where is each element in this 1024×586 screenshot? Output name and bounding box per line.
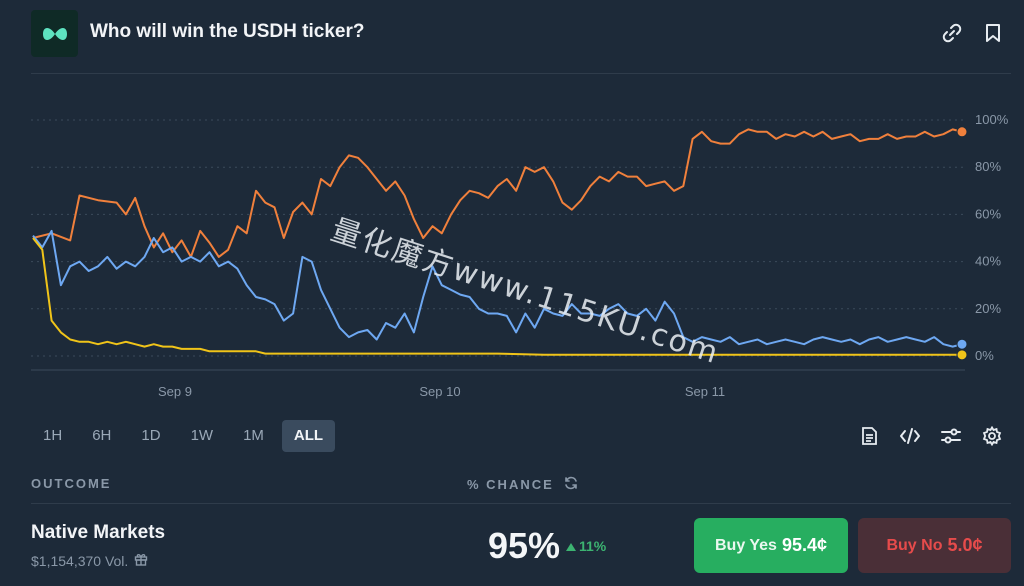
gift-icon[interactable] bbox=[134, 552, 148, 569]
range-6h-button[interactable]: 6H bbox=[92, 427, 112, 444]
document-icon[interactable] bbox=[858, 425, 880, 447]
range-1w-button[interactable]: 1W bbox=[190, 427, 214, 444]
gear-icon[interactable] bbox=[981, 425, 1003, 447]
logo-icon bbox=[31, 10, 78, 57]
header-divider bbox=[31, 73, 1011, 74]
y-tick-label: 40% bbox=[975, 254, 1001, 269]
series-line-2 bbox=[32, 237, 962, 356]
buy-no-button[interactable]: Buy No 5.0¢ bbox=[858, 518, 1011, 573]
outcome-name[interactable]: Native Markets bbox=[31, 522, 166, 543]
buy-yes-label: Buy Yes bbox=[714, 536, 777, 554]
range-1h-button[interactable]: 1H bbox=[43, 427, 63, 444]
page-title: Who will win the USDH ticker? bbox=[90, 21, 365, 42]
buy-yes-button[interactable]: Buy Yes 95.4¢ bbox=[694, 518, 848, 573]
chance-column-header: % CHANCE bbox=[467, 476, 578, 493]
outcome-chance: 95% bbox=[488, 525, 561, 566]
x-tick-label: Sep 10 bbox=[419, 384, 460, 399]
buy-no-label: Buy No bbox=[886, 536, 943, 554]
series-end-point-1 bbox=[956, 338, 968, 350]
outcome-volume: $1,154,370 Vol. bbox=[31, 552, 148, 569]
series-end-point-2 bbox=[956, 349, 968, 361]
time-range-selector: 1H 6H 1D 1W 1M ALL bbox=[31, 420, 336, 452]
chance-delta: 11% bbox=[566, 538, 606, 554]
buy-no-price: 5.0¢ bbox=[947, 535, 983, 555]
range-1m-button[interactable]: 1M bbox=[243, 427, 264, 444]
y-tick-label: 60% bbox=[975, 206, 1001, 221]
range-all-button[interactable]: ALL bbox=[281, 420, 336, 452]
series-end-point-0 bbox=[956, 126, 968, 138]
y-tick-label: 100% bbox=[975, 112, 1009, 127]
series-line-0 bbox=[32, 128, 963, 258]
volume-text: $1,154,370 Vol. bbox=[31, 552, 129, 569]
x-tick-label: Sep 9 bbox=[158, 384, 192, 399]
price-chart[interactable]: 100% 80% 60% 40% 20% 0% Sep 9 Sep 10 Sep 11 bbox=[0, 80, 1024, 410]
buy-yes-price: 95.4¢ bbox=[781, 535, 827, 555]
sliders-icon[interactable] bbox=[940, 425, 962, 447]
market-header: Who will win the USDH ticker? bbox=[0, 0, 1024, 66]
x-tick-label: Sep 11 bbox=[685, 384, 725, 399]
bookmark-icon[interactable] bbox=[982, 22, 1004, 44]
outcome-column-header: OUTCOME bbox=[31, 476, 112, 491]
chance-header-label: % CHANCE bbox=[467, 477, 554, 492]
delta-value: 11% bbox=[579, 538, 607, 554]
refresh-icon[interactable] bbox=[564, 476, 578, 493]
code-icon[interactable] bbox=[899, 425, 921, 447]
y-tick-label: 80% bbox=[975, 159, 1001, 174]
table-divider bbox=[31, 503, 1011, 504]
up-triangle-icon bbox=[566, 538, 576, 554]
y-tick-label: 20% bbox=[975, 301, 1001, 316]
y-tick-label: 0% bbox=[975, 348, 994, 363]
series-line-1 bbox=[32, 229, 963, 348]
chart-svg[interactable]: 100% 80% 60% 40% 20% 0% Sep 9 Sep 10 Sep 11 bbox=[0, 80, 1024, 410]
range-1d-button[interactable]: 1D bbox=[141, 427, 161, 444]
link-icon[interactable] bbox=[941, 22, 963, 44]
